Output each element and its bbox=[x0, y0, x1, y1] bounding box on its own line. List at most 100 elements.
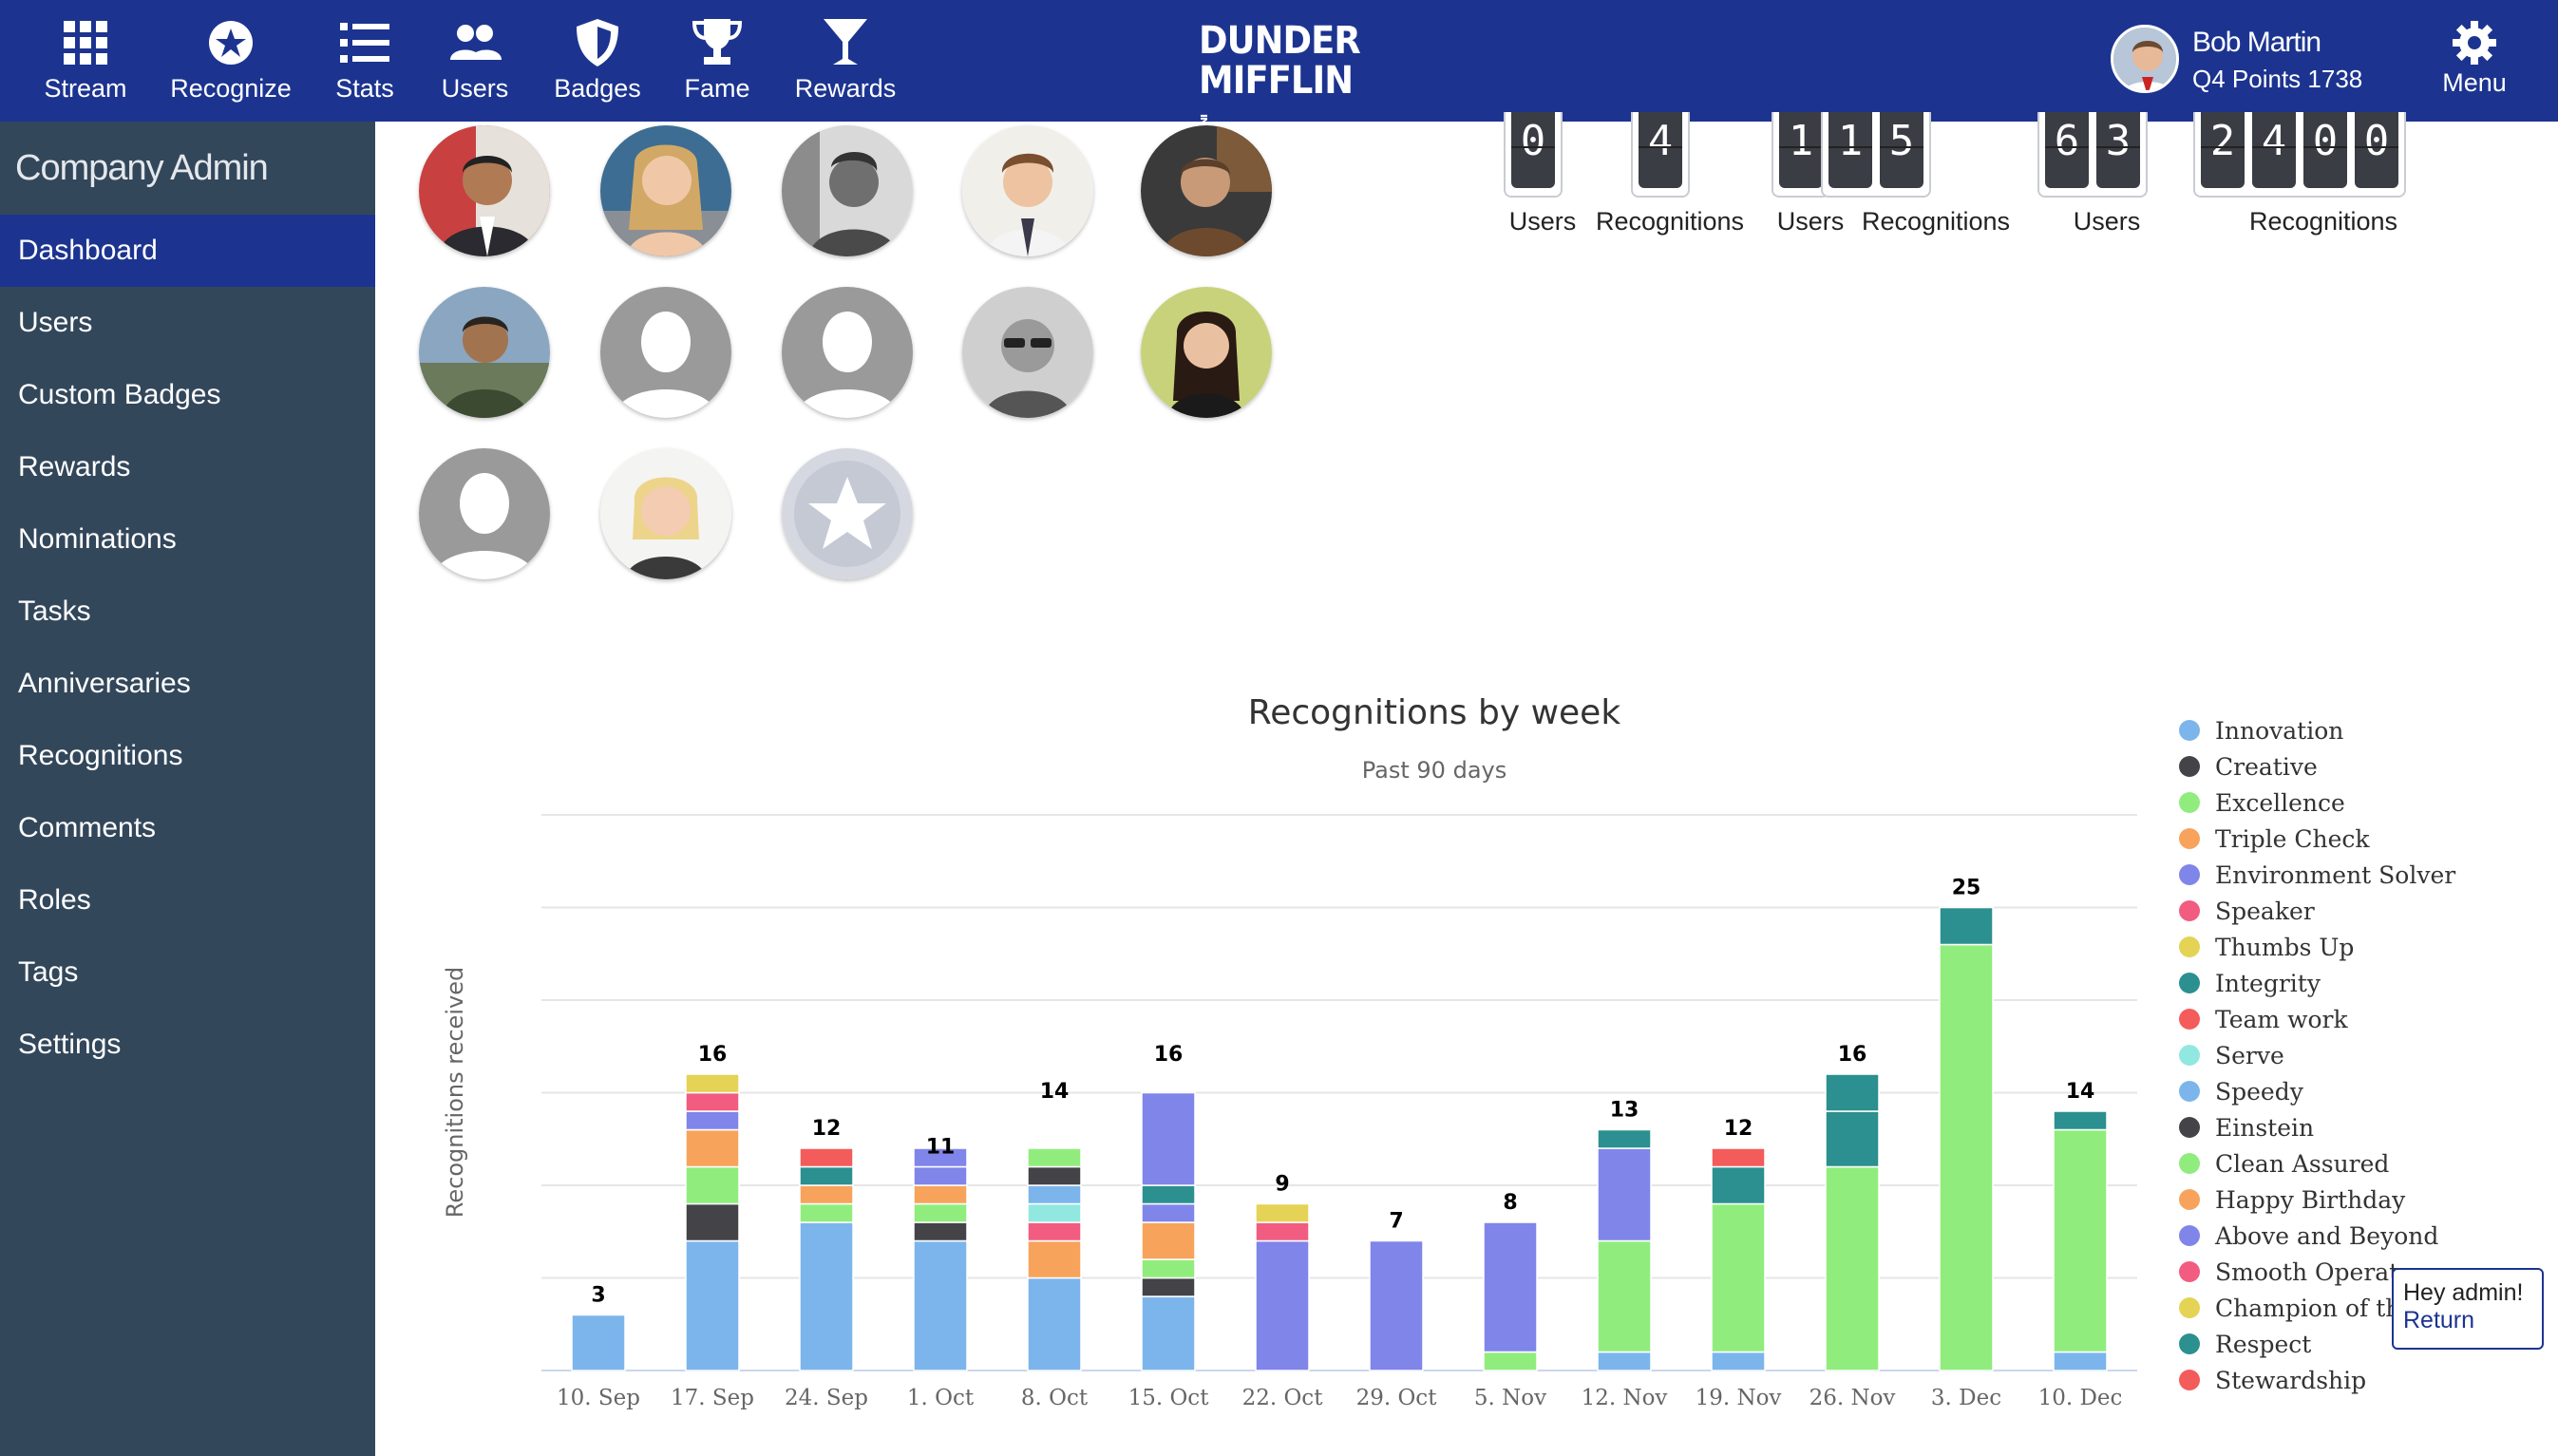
sidebar-item-users[interactable]: Users bbox=[18, 307, 93, 338]
nav-recognize[interactable]: Recognize bbox=[160, 13, 302, 104]
legend-item-triple-check[interactable]: Triple Check bbox=[2179, 821, 2455, 857]
counter-digit: 1 bbox=[1779, 112, 1823, 188]
legend-label: Champion of th bbox=[2215, 1294, 2401, 1322]
bar-segment-excellence bbox=[685, 1165, 740, 1205]
legend-label: Team work bbox=[2215, 1005, 2348, 1033]
data-label-total: 12 bbox=[812, 1117, 842, 1141]
legend-item-einstein[interactable]: Einstein bbox=[2179, 1109, 2455, 1145]
toast-return-link[interactable]: Return bbox=[2403, 1307, 2475, 1333]
x-tick-label: 12. Nov bbox=[1582, 1386, 1668, 1410]
user-photo[interactable] bbox=[962, 287, 1093, 418]
legend-dot bbox=[2179, 1189, 2200, 1210]
legend-label: Speaker bbox=[2215, 897, 2315, 925]
legend-label: Speedy bbox=[2215, 1077, 2303, 1106]
x-tick-label: 3. Dec bbox=[1931, 1386, 2001, 1410]
menu-button[interactable]: Menu bbox=[2432, 17, 2517, 98]
bar-segment-triple-check bbox=[913, 1184, 968, 1205]
nav-stats[interactable]: Stats bbox=[294, 13, 436, 104]
sidebar-item-anniversaries[interactable]: Anniversaries bbox=[18, 668, 191, 699]
legend-item-excellence[interactable]: Excellence bbox=[2179, 785, 2455, 821]
star-badge-placeholder[interactable] bbox=[782, 448, 913, 579]
counter-label: Users bbox=[1508, 207, 1577, 236]
user-photo[interactable] bbox=[1141, 287, 1272, 418]
user-name[interactable]: Bob Martin bbox=[2192, 27, 2321, 58]
grid-icon bbox=[14, 13, 157, 72]
company-logo[interactable]: DUNDER MIFFLININC bbox=[1198, 21, 1360, 131]
user-photo[interactable] bbox=[600, 125, 731, 256]
legend-label: Happy Birthday bbox=[2215, 1185, 2406, 1214]
counter-digit: 0 bbox=[1511, 112, 1555, 188]
x-tick-label: 10. Dec bbox=[2038, 1386, 2123, 1410]
sidebar-item-tasks[interactable]: Tasks bbox=[18, 596, 91, 627]
legend-item-environment-solver[interactable]: Environment Solver bbox=[2179, 857, 2455, 893]
legend-label: Triple Check bbox=[2215, 824, 2370, 853]
legend-dot bbox=[2179, 1370, 2200, 1390]
sidebar-item-roles[interactable]: Roles bbox=[18, 884, 91, 916]
legend-item-clean-assured[interactable]: Clean Assured bbox=[2179, 1145, 2455, 1182]
nav-label: Users bbox=[441, 74, 509, 103]
x-tick-label: 10. Sep bbox=[557, 1386, 640, 1410]
counter-digit: 0 bbox=[2303, 112, 2347, 188]
user-photo[interactable] bbox=[782, 125, 913, 256]
nav-badges[interactable]: Badges bbox=[526, 13, 669, 104]
bar-segment-environment-solver bbox=[1597, 1147, 1652, 1242]
counter-digit: 3 bbox=[2096, 112, 2140, 188]
legend-item-champion-of-th[interactable]: Champion of th bbox=[2179, 1290, 2455, 1326]
legend-item-team-work[interactable]: Team work bbox=[2179, 1001, 2455, 1037]
bar-segment-creative bbox=[685, 1202, 740, 1242]
legend-dot bbox=[2179, 792, 2200, 813]
sidebar-item-comments[interactable]: Comments bbox=[18, 812, 157, 843]
sidebar-item-custom-badges[interactable]: Custom Badges bbox=[18, 379, 221, 410]
user-photo-placeholder[interactable] bbox=[782, 287, 913, 418]
admin-toast[interactable]: Hey admin! Return bbox=[2392, 1268, 2544, 1350]
legend-item-serve[interactable]: Serve bbox=[2179, 1037, 2455, 1073]
shield-icon bbox=[526, 13, 669, 72]
y-axis-label: Recognitions received bbox=[442, 967, 468, 1218]
sidebar-title: Company Admin bbox=[15, 148, 269, 188]
user-photo[interactable] bbox=[600, 448, 731, 579]
legend-item-speedy[interactable]: Speedy bbox=[2179, 1073, 2455, 1109]
bar-segment-speedy bbox=[1027, 1184, 1082, 1205]
sidebar-item-tags[interactable]: Tags bbox=[18, 956, 79, 988]
user-photo[interactable] bbox=[962, 125, 1093, 256]
legend-item-thumbs-up[interactable]: Thumbs Up bbox=[2179, 929, 2455, 965]
bar-segment-integrity bbox=[1711, 1165, 1766, 1205]
nav-fame[interactable]: Fame bbox=[646, 13, 788, 104]
legend-label: Serve bbox=[2215, 1041, 2284, 1069]
nav-users[interactable]: Users bbox=[404, 13, 546, 104]
legend-item-above-and-beyond[interactable]: Above and Beyond bbox=[2179, 1218, 2455, 1254]
legend-item-smooth-operat[interactable]: Smooth Operat bbox=[2179, 1254, 2455, 1290]
bar-segment-excellence bbox=[1711, 1202, 1766, 1353]
user-photo-placeholder[interactable] bbox=[600, 287, 731, 418]
legend-label: Clean Assured bbox=[2215, 1149, 2390, 1178]
sidebar-item-rewards[interactable]: Rewards bbox=[18, 451, 131, 482]
nav-label: Fame bbox=[684, 74, 750, 103]
legend-item-speaker[interactable]: Speaker bbox=[2179, 893, 2455, 929]
legend-label: Thumbs Up bbox=[2215, 933, 2355, 961]
legend-item-innovation[interactable]: Innovation bbox=[2179, 712, 2455, 748]
user-photo-placeholder[interactable] bbox=[419, 448, 550, 579]
users-icon bbox=[404, 13, 546, 72]
legend-item-respect[interactable]: Respect bbox=[2179, 1326, 2455, 1362]
legend-item-creative[interactable]: Creative bbox=[2179, 748, 2455, 785]
bar-segment-innovation bbox=[685, 1239, 740, 1371]
nav-rewards[interactable]: Rewards bbox=[774, 13, 917, 104]
user-photo[interactable] bbox=[419, 287, 550, 418]
legend-item-integrity[interactable]: Integrity bbox=[2179, 965, 2455, 1001]
legend-item-stewardship[interactable]: Stewardship bbox=[2179, 1362, 2455, 1398]
user-photo[interactable] bbox=[419, 125, 550, 256]
user-photo[interactable] bbox=[1141, 125, 1272, 256]
bar-segment-integrity bbox=[1825, 1110, 1880, 1168]
sidebar-item-recognitions[interactable]: Recognitions bbox=[18, 740, 183, 771]
x-tick-label: 8. Oct bbox=[1021, 1386, 1089, 1410]
sidebar-item-nominations[interactable]: Nominations bbox=[18, 523, 177, 555]
sidebar-item-dashboard[interactable]: Dashboard bbox=[0, 215, 375, 287]
data-label-total: 13 bbox=[1610, 1099, 1639, 1123]
bar-segment-einstein bbox=[1027, 1165, 1082, 1186]
legend-item-happy-birthday[interactable]: Happy Birthday bbox=[2179, 1182, 2455, 1218]
counter-digit: 1 bbox=[1828, 112, 1872, 188]
sidebar-item-settings[interactable]: Settings bbox=[18, 1029, 122, 1060]
user-avatar[interactable] bbox=[2111, 25, 2179, 93]
nav-stream[interactable]: Stream bbox=[14, 13, 157, 104]
